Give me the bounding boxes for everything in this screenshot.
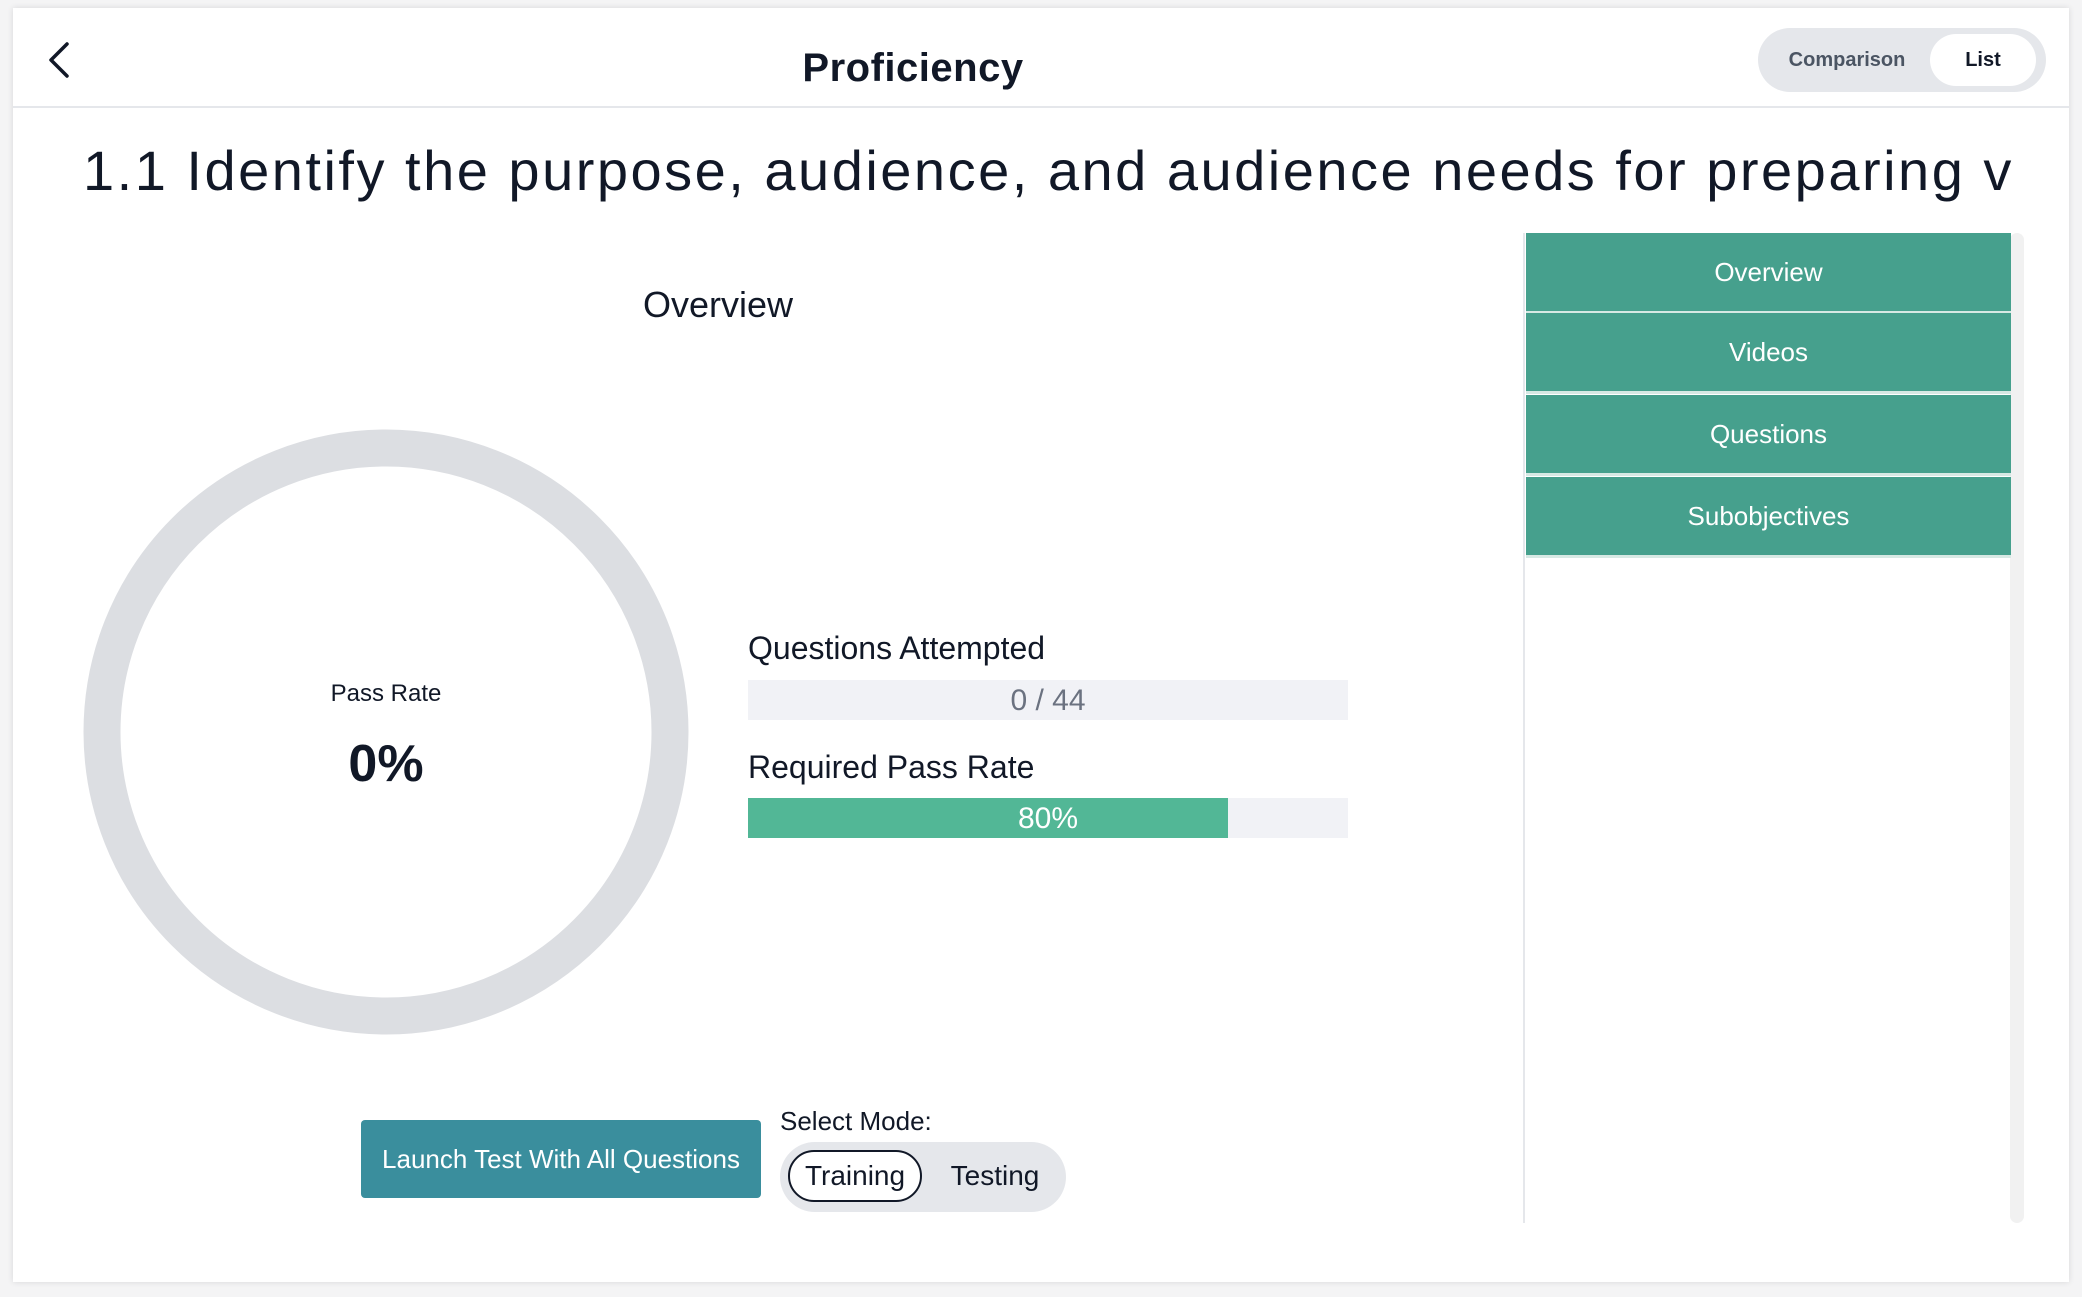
questions-attempted-label: Questions Attempted [748,630,1046,666]
view-toggle: Comparison List [1758,28,2046,92]
side-nav-overview[interactable]: Overview [1526,233,2011,314]
pass-rate-donut [83,429,689,1035]
proficiency-window: Proficiency Comparison List 1.1 Identify… [13,8,2069,1282]
questions-attempted-bar: 0 / 44 [748,680,1348,720]
objective-title: 1.1 Identify the purpose, audience, and … [83,139,2013,202]
questions-attempted-value: 0 / 44 [1010,684,1086,717]
donut-track [83,429,689,1035]
required-pass-rate-bar: 80% [748,798,1348,838]
toggle-comparison[interactable]: Comparison [1788,49,1906,71]
mode-testing-option[interactable]: Testing [950,1160,1040,1191]
required-pass-rate-label: Required Pass Rate [748,749,1035,785]
required-pass-rate-fill [748,798,1228,838]
page-title: Proficiency [802,46,1024,90]
header-bar: Proficiency Comparison List [13,8,2069,108]
back-button[interactable] [41,38,81,82]
side-nav-videos[interactable]: Videos [1526,313,2011,394]
side-nav-questions[interactable]: Questions [1526,395,2011,476]
side-nav-subobjectives[interactable]: Subobjectives [1526,477,2011,558]
select-mode-label: Select Mode: [780,1106,932,1136]
side-nav-panel [1523,233,2025,1223]
pass-rate-value: 0% [348,735,424,793]
mode-toggle: Training Testing [780,1142,1066,1212]
pass-rate-label: Pass Rate [330,680,442,707]
overview-heading: Overview [642,284,794,325]
toggle-list[interactable]: List [1930,34,2036,86]
launch-test-button[interactable]: Launch Test With All Questions [361,1120,761,1198]
mode-training-option[interactable]: Training [788,1150,922,1202]
side-nav-scrollbar[interactable] [2010,233,2024,1223]
required-pass-rate-value: 80% [1017,802,1079,835]
chevron-left-icon [49,42,69,78]
